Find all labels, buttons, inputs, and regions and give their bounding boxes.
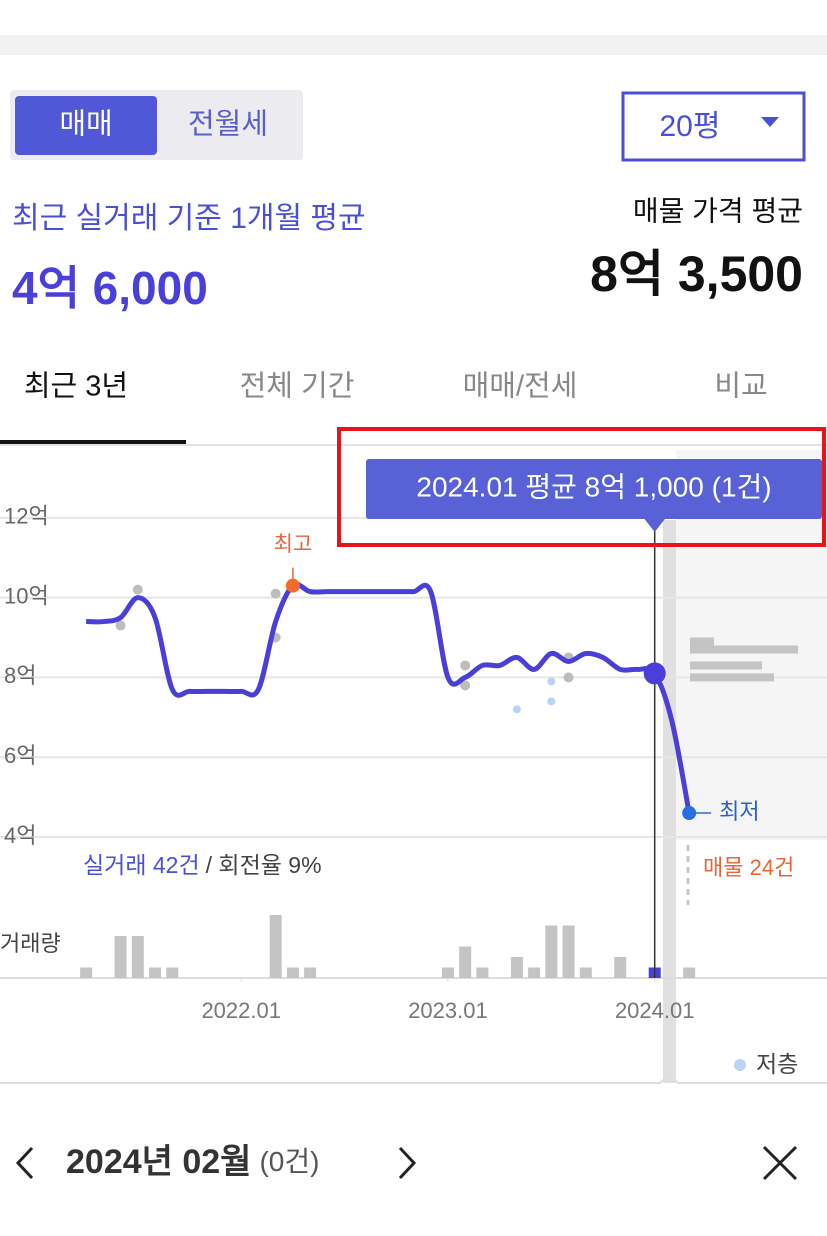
y-tick-label: 12억 bbox=[4, 504, 49, 529]
chart: 4억 6억 8억 10억 12억 2022.01 2023.01 2024.01 최고최저실거래… bbox=[0, 427, 827, 1077]
dropdown-arrow bbox=[761, 117, 779, 127]
next-month[interactable] bbox=[398, 1146, 417, 1180]
listing-label: 매물 가격 평균 bbox=[633, 195, 803, 226]
volume-bar bbox=[441, 967, 454, 978]
listing-value: 8억 3,500 bbox=[590, 246, 803, 302]
y-tick-label: 6억 bbox=[4, 743, 36, 768]
tab[interactable]: 비교 bbox=[714, 371, 767, 403]
volume-bar bbox=[579, 967, 592, 978]
listing-bar bbox=[690, 661, 762, 670]
listing-bar bbox=[690, 637, 714, 646]
volume-bar bbox=[304, 967, 317, 978]
toggle-selected[interactable] bbox=[15, 96, 157, 155]
size-value[interactable]: 20평 bbox=[660, 110, 721, 143]
max-label: 최고 bbox=[274, 533, 313, 556]
y-tick-label: 10억 bbox=[4, 583, 49, 608]
legend-label: 저층 bbox=[756, 1051, 798, 1077]
volume-bar bbox=[149, 967, 162, 978]
legend-marker bbox=[734, 1059, 746, 1071]
volume-bar bbox=[562, 925, 575, 978]
x-tick-label: 2023.01 bbox=[408, 998, 488, 1023]
highlight-frame bbox=[337, 427, 826, 547]
transaction-point bbox=[270, 588, 281, 599]
x-tick-label: 2024.01 bbox=[615, 998, 695, 1023]
low-floor-point bbox=[547, 697, 556, 706]
volume-bar bbox=[80, 967, 93, 978]
volume-bar bbox=[166, 967, 179, 978]
listing-count: 매물 24건 bbox=[703, 855, 794, 880]
y-tick-label: 4억 bbox=[4, 823, 36, 848]
recent-label: 최근 실거래 기준 1개월 평균 bbox=[12, 202, 366, 235]
volume-bar bbox=[476, 967, 489, 978]
selected-point bbox=[643, 662, 666, 685]
volume-bar bbox=[510, 957, 523, 978]
volume-bar bbox=[614, 957, 627, 978]
tooltip-text: 2024.01 평균 8억 1,000 (1건) bbox=[416, 471, 771, 502]
transaction-point bbox=[115, 620, 126, 631]
close-button[interactable] bbox=[762, 1145, 798, 1181]
trade-summary: 실거래 42건 / 회전율 9% bbox=[83, 852, 322, 878]
volume-bar bbox=[269, 915, 282, 978]
separator-notch bbox=[659, 1072, 827, 1084]
tab[interactable]: 최근 3년 bbox=[24, 371, 128, 403]
size-dropdown[interactable] bbox=[621, 91, 806, 162]
volume-bar bbox=[114, 936, 127, 978]
volume-bar bbox=[131, 936, 144, 978]
recent-value: 4억 6,000 bbox=[12, 262, 208, 314]
footer-month: 2024년 02월 (0건) bbox=[66, 1143, 319, 1181]
x-tick-label: 2022.01 bbox=[201, 998, 281, 1023]
prev-month[interactable] bbox=[15, 1146, 34, 1180]
tab[interactable]: 매매/전세 bbox=[463, 371, 578, 403]
min-label: 최저 bbox=[719, 799, 759, 824]
low-floor-point bbox=[547, 677, 556, 686]
tooltip-pointer bbox=[643, 518, 666, 532]
transaction-point bbox=[563, 672, 574, 683]
turnover: / 회전율 9% bbox=[206, 852, 322, 878]
volume-label: 거래량 bbox=[0, 931, 61, 956]
low-floor-point bbox=[512, 705, 521, 714]
price-line bbox=[86, 581, 692, 814]
volume-bar bbox=[528, 967, 541, 978]
toggle-option[interactable]: 전월세 bbox=[188, 108, 268, 141]
selected-month-band bbox=[663, 520, 676, 1083]
volume-bar bbox=[683, 967, 696, 978]
y-tick-label: 8억 bbox=[4, 663, 36, 688]
listing-bar bbox=[690, 645, 798, 654]
transaction-point bbox=[460, 680, 471, 691]
min-point bbox=[682, 806, 697, 821]
tab-underline bbox=[0, 440, 186, 444]
listing-bar bbox=[690, 673, 774, 682]
top-strip bbox=[0, 35, 827, 55]
tab[interactable]: 전체 기간 bbox=[240, 371, 355, 403]
trade-count: 실거래 42건 bbox=[83, 852, 200, 878]
volume-bar bbox=[459, 946, 472, 978]
transaction-point bbox=[460, 660, 471, 671]
volume-bar bbox=[545, 925, 558, 978]
toggle-option[interactable]: 매매 bbox=[59, 109, 112, 141]
max-point bbox=[285, 578, 300, 593]
tooltip-box bbox=[366, 459, 822, 519]
transaction-point bbox=[132, 584, 143, 595]
volume-bar bbox=[286, 967, 299, 978]
